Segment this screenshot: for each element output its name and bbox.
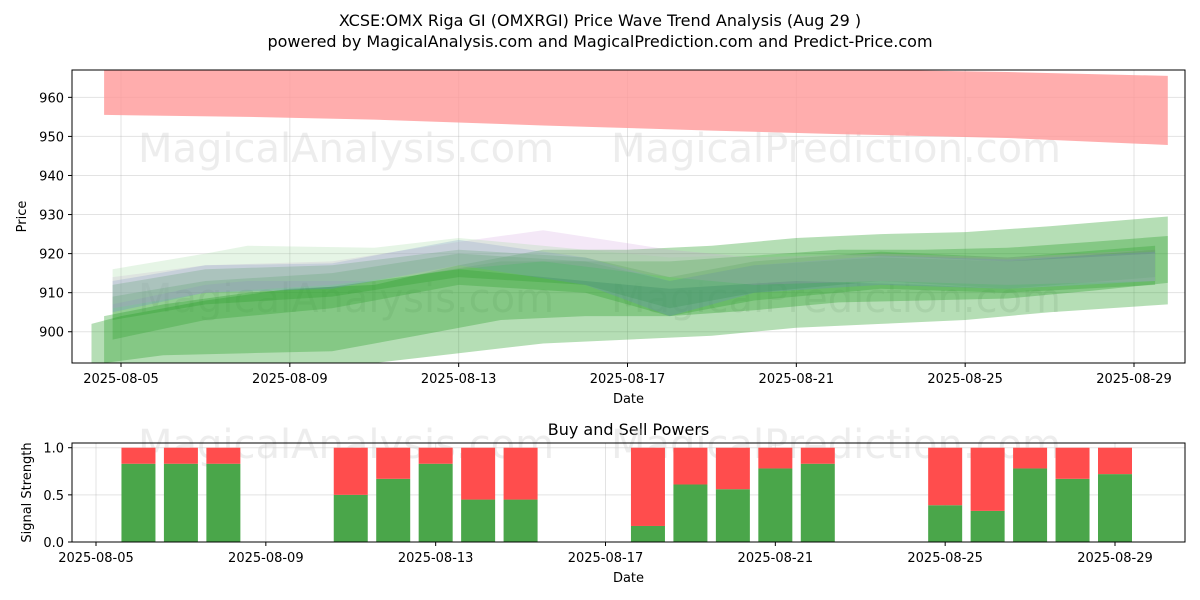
x-tick-label: 2025-08-17 — [590, 372, 666, 387]
price-plot-frame — [71, 69, 1186, 364]
y-tick-label: 930 — [39, 209, 64, 224]
x-tick-label: 2025-08-05 — [83, 372, 159, 387]
bar-x-tick-label: 2025-08-13 — [398, 551, 474, 566]
sell-bar — [758, 447, 793, 469]
buy-bar — [800, 463, 835, 542]
bar-x-tick-label: 2025-08-05 — [58, 551, 134, 566]
bar-x-tick-label: 2025-08-21 — [738, 551, 814, 566]
bar-y-tick-label: 0.5 — [43, 489, 64, 504]
wave-band-1 — [104, 70, 1168, 145]
bar-x-tick-label: 2025-08-29 — [1077, 551, 1153, 566]
y-tick-label: 900 — [39, 326, 64, 341]
bar-y-axis-label: Signal Strength — [20, 442, 35, 542]
x-tick-label: 2025-08-13 — [421, 372, 497, 387]
sell-bar — [1098, 447, 1132, 475]
x-tick-label: 2025-08-29 — [1096, 372, 1172, 387]
buy-bar — [333, 494, 368, 542]
bar-plot-frame — [71, 442, 1186, 543]
buy-bar — [1055, 478, 1090, 542]
bar-x-tick-label: 2025-08-17 — [568, 551, 644, 566]
x-axis-label: Date — [613, 392, 644, 407]
buy-bar — [673, 484, 708, 542]
wave-band-8 — [112, 238, 1156, 305]
sell-bar — [418, 447, 453, 464]
sell-bar — [970, 447, 1005, 511]
buy-bar — [758, 468, 793, 542]
buy-bar — [121, 463, 156, 542]
chart-title: XCSE:OMX Riga GI (OMXRGI) Price Wave Tre… — [339, 11, 861, 30]
sell-bar — [800, 447, 835, 464]
buy-bar — [1098, 474, 1132, 542]
sell-bar — [376, 447, 411, 479]
y-axis-label: Price — [15, 201, 30, 233]
sell-bar — [715, 447, 750, 490]
wave-band-3 — [104, 236, 1168, 363]
y-tick-label: 940 — [39, 169, 64, 184]
sell-bar — [1013, 447, 1048, 469]
watermark-text: MagicalPrediction.com — [611, 276, 1061, 322]
wave-band-7 — [112, 230, 1156, 309]
wave-band-2 — [91, 216, 1168, 363]
y-tick-label: 960 — [39, 91, 64, 106]
sell-bar — [163, 447, 198, 464]
price-wave-plot: MagicalAnalysis.com MagicalPrediction.com… — [15, 69, 1186, 407]
buy-bar — [376, 478, 411, 542]
sell-bar — [461, 447, 496, 500]
buy-bar — [630, 525, 665, 542]
y-tick-label: 910 — [39, 287, 64, 302]
x-tick-label: 2025-08-25 — [927, 372, 1003, 387]
sell-bar — [503, 447, 538, 500]
bar-x-axis-label: Date — [613, 571, 644, 586]
bar-x-tick-label: 2025-08-09 — [228, 551, 304, 566]
sell-bar — [673, 447, 708, 485]
bar-x-tick-label: 2025-08-25 — [907, 551, 983, 566]
x-tick-label: 2025-08-09 — [252, 372, 328, 387]
buy-bar — [461, 499, 496, 542]
wave-band-6 — [112, 239, 1156, 317]
bar-y-tick-label: 1.0 — [43, 442, 64, 457]
buy-bar — [418, 463, 453, 542]
bar-y-tick-label: 0.0 — [43, 536, 64, 551]
y-tick-label: 920 — [39, 248, 64, 263]
y-tick-label: 950 — [39, 130, 64, 145]
buy-bar — [970, 510, 1005, 542]
buy-bar — [503, 499, 538, 542]
sell-bar — [928, 447, 963, 506]
sell-bar — [1055, 447, 1090, 479]
watermark-text: MagicalAnalysis.com — [138, 276, 554, 322]
sell-bar — [333, 447, 368, 495]
watermark-text: MagicalAnalysis.com — [138, 126, 554, 172]
bar-chart-title: Buy and Sell Powers — [548, 420, 710, 439]
sell-bar — [121, 447, 156, 464]
x-tick-label: 2025-08-21 — [759, 372, 835, 387]
wave-band-4 — [112, 249, 1156, 340]
buy-bar — [928, 505, 963, 542]
buy-bar — [163, 463, 198, 542]
buy-bar — [715, 489, 750, 542]
buy-bar — [1013, 468, 1048, 542]
wave-band-5 — [112, 245, 1156, 320]
chart-subtitle: powered by MagicalAnalysis.com and Magic… — [267, 32, 932, 51]
buy-bar — [206, 463, 241, 542]
sell-bar — [630, 447, 665, 526]
sell-bar — [206, 447, 241, 464]
